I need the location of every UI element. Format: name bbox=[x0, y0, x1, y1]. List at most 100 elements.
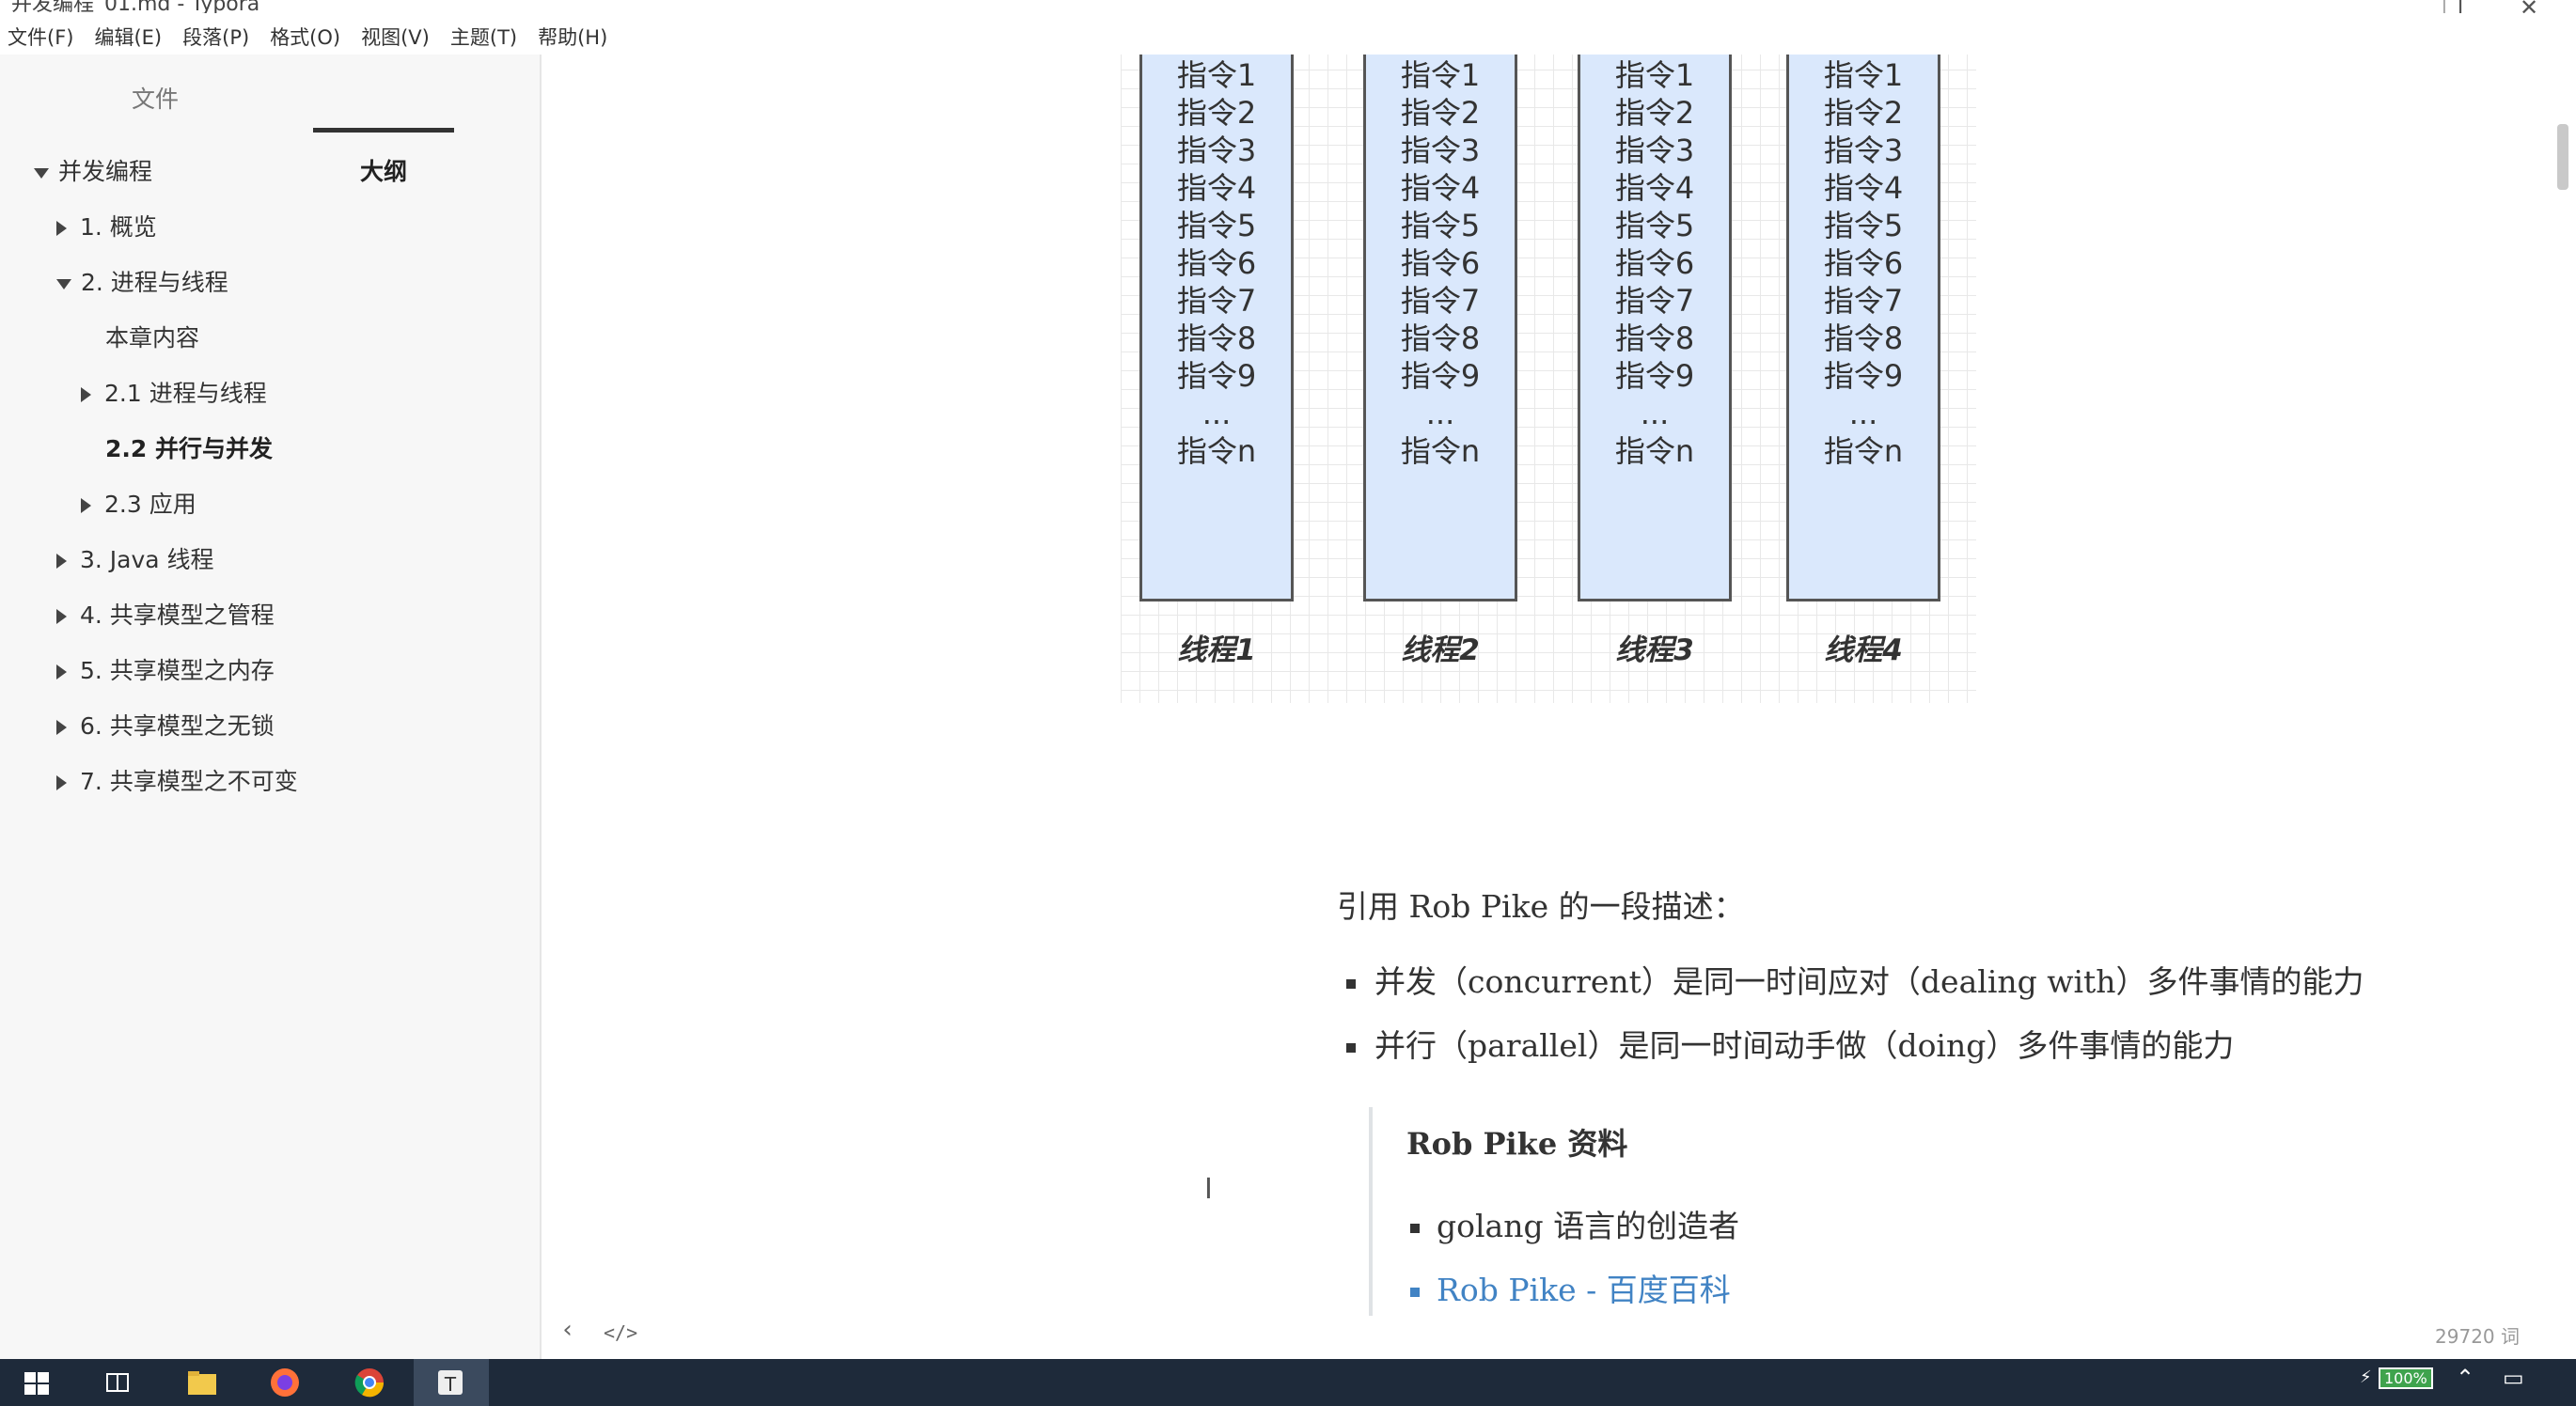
outline-item[interactable]: 2.2 并行与并发 bbox=[81, 430, 273, 468]
notification-icon[interactable]: ▭ bbox=[2503, 1365, 2524, 1391]
outline-item[interactable]: 并发编程 bbox=[34, 153, 152, 191]
power-plug-icon[interactable]: ⚡ bbox=[2360, 1367, 2372, 1387]
outline-item[interactable]: 1. 概览 bbox=[56, 209, 157, 246]
chrome-icon[interactable] bbox=[350, 1363, 389, 1402]
source-mode-button[interactable]: </> bbox=[604, 1321, 637, 1344]
baidu-link[interactable]: Rob Pike - 百度百科 bbox=[1437, 1272, 1731, 1308]
caret-right-icon[interactable] bbox=[81, 498, 91, 513]
caret-right-icon[interactable] bbox=[56, 554, 67, 569]
typora-icon[interactable]: T bbox=[431, 1363, 470, 1402]
instruction-label: 指令4 bbox=[1142, 169, 1291, 207]
thread-column: 指令1 指令2 指令3 指令4 指令5 指令6 指令7 指令8 指令9... 指令n bbox=[1786, 55, 1940, 601]
instruction-label: 指令5 bbox=[1142, 207, 1291, 244]
thread-column: 指令1 指令2 指令3 指令4 指令5 指令6 指令7 指令8 指令9... 指令n bbox=[1578, 55, 1732, 601]
instruction-label: 指令n bbox=[1789, 432, 1938, 470]
outline-item[interactable]: 2. 进程与线程 bbox=[56, 264, 228, 302]
bullet-icon bbox=[1410, 1224, 1420, 1233]
scrollbar[interactable] bbox=[2553, 55, 2572, 1359]
menu-edit[interactable]: 编辑(E) bbox=[94, 23, 162, 51]
instruction-label: ... bbox=[1366, 395, 1515, 432]
task-view-icon[interactable] bbox=[98, 1363, 137, 1402]
outline-item[interactable]: 3. Java 线程 bbox=[56, 541, 214, 579]
thread-column: 指令1 指令2 指令3 指令4 指令5 指令6 指令7 指令8 指令9... 指令n bbox=[1363, 55, 1517, 601]
chevron-up-icon[interactable]: ⌃ bbox=[2456, 1365, 2474, 1391]
title-bar: 并发编程_01.md - Typora ❐ ✕ bbox=[0, 0, 2576, 13]
instruction-label: 指令3 bbox=[1366, 132, 1515, 169]
caret-right-icon[interactable] bbox=[56, 775, 67, 790]
list-item: 并发（concurrent）是同一时间应对（dealing with）多件事情的… bbox=[1337, 957, 2364, 1002]
caret-down-icon[interactable] bbox=[56, 279, 71, 289]
outline-item[interactable]: 本章内容 bbox=[81, 320, 199, 357]
instruction-label: ... bbox=[1142, 395, 1291, 432]
menu-bar: 文件(F) 编辑(E) 段落(P) 格式(O) 视图(V) 主题(T) 帮助(H… bbox=[0, 19, 628, 55]
outline-item[interactable]: 2.1 进程与线程 bbox=[81, 375, 267, 413]
caret-right-icon[interactable] bbox=[56, 720, 67, 735]
menu-help[interactable]: 帮助(H) bbox=[538, 23, 607, 51]
thread-label: 线程1 bbox=[1139, 626, 1294, 668]
svg-text:T: T bbox=[444, 1373, 457, 1396]
instruction-label: ... bbox=[1580, 395, 1729, 432]
list-item[interactable]: Rob Pike - 百度百科 bbox=[1410, 1265, 1731, 1310]
outline-item-label: 6. 共享模型之无锁 bbox=[80, 712, 275, 740]
caret-right-icon[interactable] bbox=[56, 221, 67, 236]
outline-item[interactable]: 2.3 应用 bbox=[81, 486, 196, 523]
firefox-icon[interactable] bbox=[265, 1363, 305, 1402]
outline-item-label: 5. 共享模型之内存 bbox=[80, 657, 275, 684]
caret-right-icon[interactable] bbox=[56, 609, 67, 624]
thread-label: 线程2 bbox=[1363, 626, 1517, 668]
sidebar-tabs: 文件 大纲 bbox=[0, 55, 540, 139]
outline-item[interactable]: 4. 共享模型之管程 bbox=[56, 597, 275, 634]
scrollbar-thumb[interactable] bbox=[2557, 124, 2568, 190]
outline-item-label: 2.3 应用 bbox=[104, 491, 196, 518]
list-item-text: 并行（parallel）是同一时间动手做（doing）多件事情的能力 bbox=[1374, 1027, 2234, 1064]
instruction-label: 指令3 bbox=[1580, 132, 1729, 169]
battery-indicator[interactable]: 100% bbox=[2379, 1367, 2433, 1389]
instruction-label: 指令8 bbox=[1789, 320, 1938, 357]
menu-format[interactable]: 格式(O) bbox=[270, 23, 340, 51]
instruction-label: 指令6 bbox=[1580, 244, 1729, 282]
instruction-label: 指令2 bbox=[1580, 94, 1729, 132]
thread-column: 指令1 指令2 指令3 指令4 指令5 指令6 指令7 指令8 指令9... 指令n bbox=[1139, 55, 1294, 601]
bullet-icon bbox=[1410, 1288, 1420, 1297]
taskbar: T ⚡ 100% ⌃ ▭ bbox=[0, 1359, 2576, 1406]
instruction-label: 指令4 bbox=[1789, 169, 1938, 207]
instruction-label: ... bbox=[1789, 395, 1938, 432]
menu-theme[interactable]: 主题(T) bbox=[450, 23, 517, 51]
instruction-label: 指令4 bbox=[1580, 169, 1729, 207]
bullet-icon bbox=[1346, 1043, 1356, 1053]
file-explorer-icon[interactable] bbox=[182, 1363, 222, 1402]
instruction-label: 指令9 bbox=[1789, 357, 1938, 395]
outline-item[interactable]: 7. 共享模型之不可变 bbox=[56, 763, 298, 801]
tab-files[interactable]: 文件 bbox=[132, 81, 179, 115]
instruction-label: 指令8 bbox=[1366, 320, 1515, 357]
instruction-label: 指令n bbox=[1142, 432, 1291, 470]
restore-icon[interactable]: ❐ bbox=[2442, 0, 2463, 13]
window-title: 并发编程_01.md - Typora bbox=[11, 0, 259, 13]
outline-item[interactable]: 6. 共享模型之无锁 bbox=[56, 708, 275, 745]
instruction-label: 指令8 bbox=[1142, 320, 1291, 357]
menu-view[interactable]: 视图(V) bbox=[361, 23, 430, 51]
caret-right-icon[interactable] bbox=[56, 664, 67, 680]
instruction-label: 指令3 bbox=[1142, 132, 1291, 169]
list-item-text: golang 语言的创造者 bbox=[1437, 1208, 1739, 1244]
menu-file[interactable]: 文件(F) bbox=[8, 23, 73, 51]
windows-start-icon[interactable] bbox=[17, 1363, 56, 1402]
instruction-label: 指令6 bbox=[1366, 244, 1515, 282]
quote-title: Rob Pike 资料 bbox=[1406, 1120, 1627, 1164]
active-tab-indicator bbox=[313, 128, 454, 133]
instruction-label: 指令1 bbox=[1789, 56, 1938, 94]
outline-item-label: 本章内容 bbox=[105, 324, 199, 352]
status-bar: ‹ </> 29720 词 bbox=[542, 1310, 2572, 1359]
instruction-label: 指令n bbox=[1366, 432, 1515, 470]
outline-item[interactable]: 5. 共享模型之内存 bbox=[56, 652, 275, 690]
instruction-label: 指令9 bbox=[1580, 357, 1729, 395]
editor-area[interactable]: bilibili 指令1指令2指令3指令4指令5指令6指令7指令8指令9...指… bbox=[542, 55, 2538, 1359]
toggle-sidebar-button[interactable]: ‹ bbox=[560, 1316, 575, 1344]
word-count[interactable]: 29720 词 bbox=[2435, 1321, 2520, 1349]
caret-down-icon[interactable] bbox=[34, 168, 49, 179]
list-item-text: 并发（concurrent）是同一时间应对（dealing with）多件事情的… bbox=[1374, 963, 2364, 1000]
instruction-label: 指令9 bbox=[1366, 357, 1515, 395]
menu-paragraph[interactable]: 段落(P) bbox=[182, 23, 249, 51]
caret-right-icon[interactable] bbox=[81, 387, 91, 402]
close-icon[interactable]: ✕ bbox=[2520, 0, 2538, 13]
